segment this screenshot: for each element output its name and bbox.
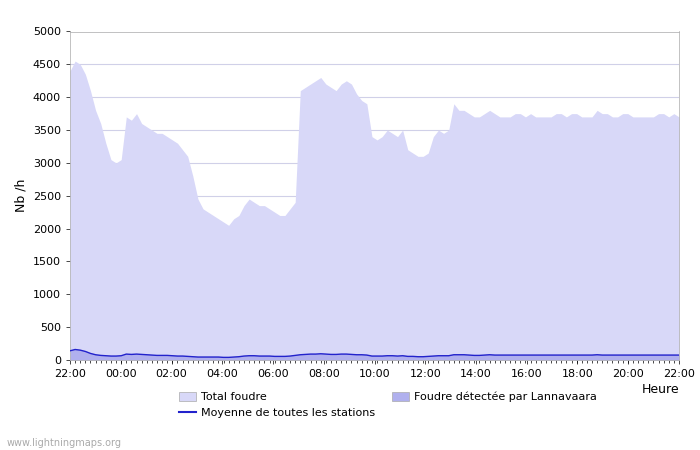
Legend: Total foudre, Moyenne de toutes les stations, Foudre détectée par Lannavaara: Total foudre, Moyenne de toutes les stat… — [179, 392, 597, 418]
Text: www.lightningmaps.org: www.lightningmaps.org — [7, 438, 122, 448]
Text: Heure: Heure — [641, 383, 679, 396]
Y-axis label: Nb /h: Nb /h — [14, 179, 27, 212]
